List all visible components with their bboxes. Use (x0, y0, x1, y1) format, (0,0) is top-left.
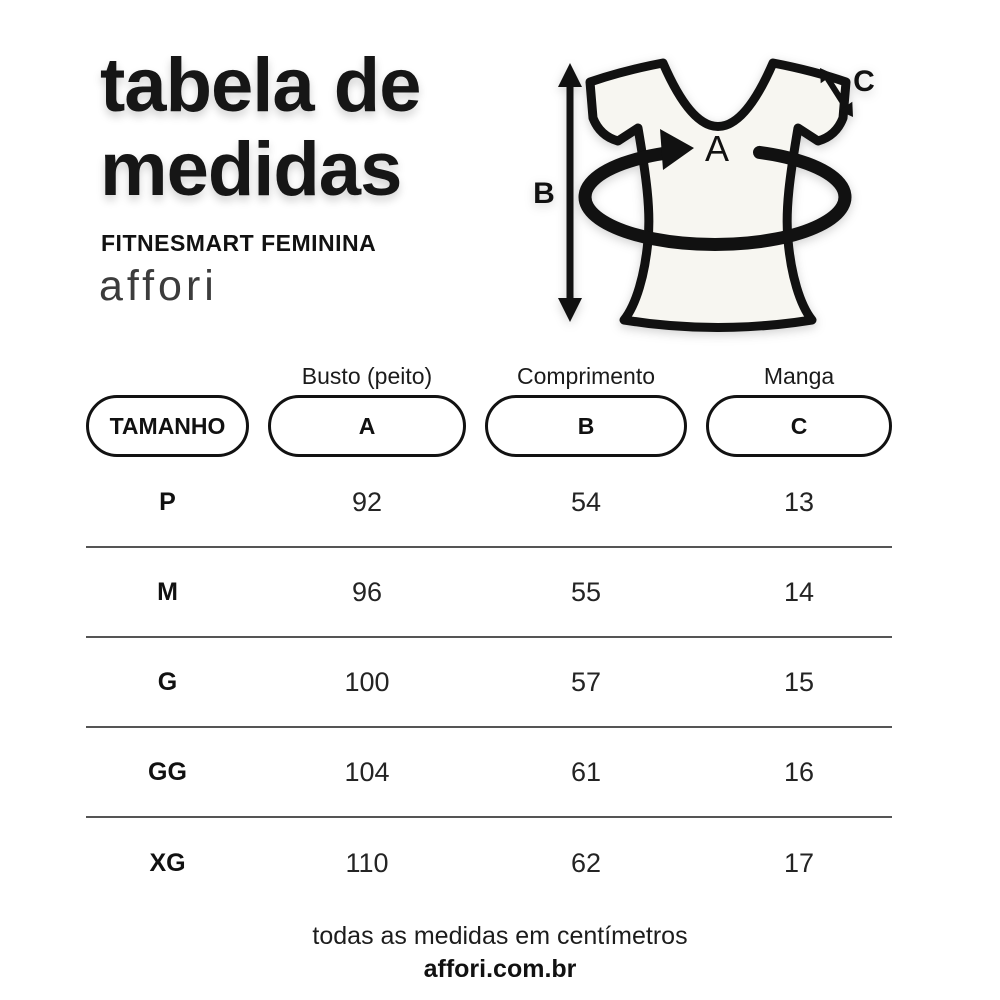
sleeve-cell: 16 (783, 756, 815, 787)
length-cell: 55 (570, 576, 602, 607)
pill-headers-row: TAMANHO A B C (86, 394, 892, 458)
column-header-sleeve: Manga (763, 362, 835, 389)
bust-cell: 110 (345, 847, 389, 878)
bust-arrowhead-icon (660, 129, 694, 170)
length-arrow-icon (558, 63, 582, 322)
measurements-table: Busto (peito) Comprimento Manga TAMANHO … (86, 358, 892, 908)
tshirt-outline-icon (585, 58, 851, 332)
bust-label: A (705, 128, 729, 169)
units-note: todas as medidas em centímetros (312, 922, 688, 950)
column-header-bust: Busto (peito) (301, 362, 433, 389)
length-label: B (533, 177, 555, 210)
pill-c: C (706, 395, 892, 457)
bust-cell: 100 (344, 666, 390, 697)
pill-a: A (268, 395, 466, 457)
sleeve-arrow-icon (820, 68, 853, 117)
length-cell: 62 (570, 847, 602, 878)
table-row: M 96 55 14 (86, 548, 892, 638)
sleeve-cell: 13 (783, 486, 815, 517)
sleeve-cell: 17 (783, 847, 815, 878)
bust-cell: 104 (344, 756, 390, 787)
size-cell: P (159, 487, 176, 516)
page-title-line2: medidas (100, 127, 402, 212)
sleeve-label: C (853, 65, 875, 98)
brand-logo: affori (99, 262, 218, 310)
product-subtitle: FITNESMART FEMININA (101, 230, 377, 256)
bust-cell: 96 (351, 576, 383, 607)
pill-b: B (485, 395, 687, 457)
bust-cell: 92 (351, 486, 383, 517)
sleeve-cell: 14 (783, 576, 815, 607)
table-row: XG 110 62 17 (86, 818, 892, 908)
page-title-line1: tabela de (100, 43, 421, 128)
website-url: affori.com.br (423, 955, 577, 983)
length-cell: 54 (570, 486, 602, 517)
column-headers-row: Busto (peito) Comprimento Manga (86, 358, 892, 394)
tshirt-diagram: B C A (533, 58, 875, 332)
size-cell: G (157, 667, 178, 696)
table-row: P 92 54 13 (86, 458, 892, 548)
sleeve-cell: 15 (783, 666, 815, 697)
size-cell: M (157, 577, 178, 606)
column-header-length: Comprimento (516, 362, 656, 389)
size-cell: XG (149, 848, 186, 877)
pill-tamanho: TAMANHO (86, 395, 249, 457)
page-title: tabela de medidas (100, 43, 421, 212)
table-row: GG 104 61 16 (86, 728, 892, 818)
table-row: G 100 57 15 (86, 638, 892, 728)
size-cell: GG (148, 757, 187, 786)
bust-tape-icon (578, 129, 852, 251)
length-cell: 57 (570, 666, 602, 697)
length-cell: 61 (570, 756, 602, 787)
